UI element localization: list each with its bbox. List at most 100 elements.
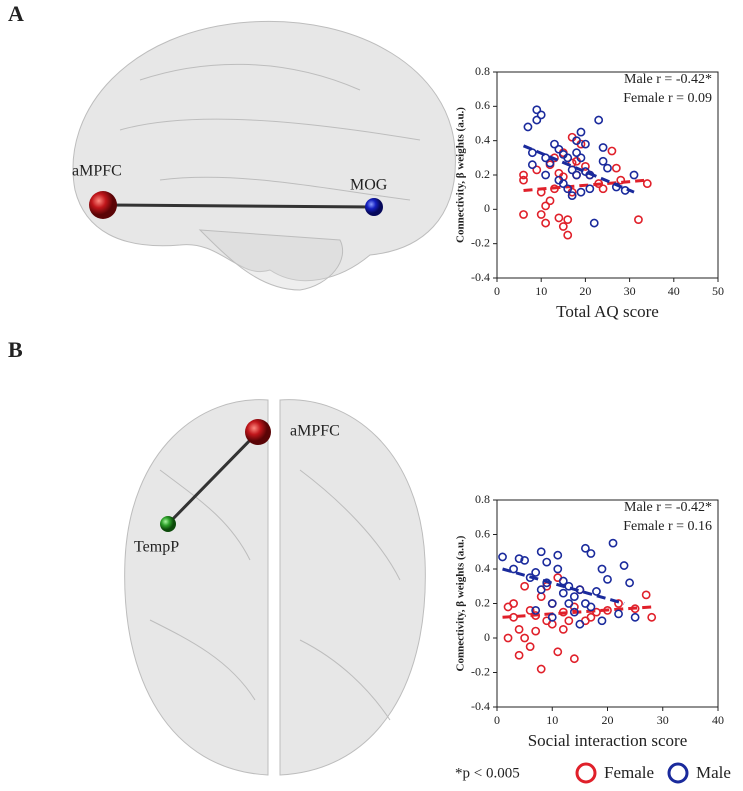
x-tick-label: 30 (657, 713, 669, 727)
trend-line (523, 178, 648, 192)
x-tick-label: 10 (535, 284, 547, 298)
y-tick-label: -0.2 (471, 235, 490, 249)
point (536, 110, 546, 120)
point (547, 612, 557, 622)
legend-label: Male (696, 763, 731, 782)
point (563, 215, 573, 225)
x-axis-label: Social interaction score (528, 731, 688, 750)
point (531, 568, 541, 577)
connection (166, 430, 260, 526)
x-tick-label: 10 (546, 713, 558, 727)
point (586, 549, 596, 558)
point (563, 230, 573, 240)
node (245, 419, 271, 445)
point (503, 633, 513, 643)
point (531, 626, 541, 636)
y-tick-label: 0.6 (475, 98, 490, 112)
annotation: Male r = -0.42* (624, 500, 712, 515)
point (564, 599, 574, 608)
y-axis-label: Connectivity, β weights (a.u.) (455, 107, 467, 243)
point (614, 609, 623, 619)
point (541, 170, 551, 180)
point (586, 612, 596, 622)
point (547, 599, 557, 608)
point (569, 592, 579, 601)
point (550, 139, 559, 149)
y-tick-label: 0 (484, 630, 490, 644)
point (597, 564, 607, 574)
x-tick-label: 0 (494, 284, 500, 298)
point (536, 664, 546, 674)
y-tick-label: 0.8 (475, 492, 490, 506)
point (642, 179, 652, 188)
point (572, 148, 581, 158)
point (575, 619, 585, 629)
point (532, 115, 542, 125)
point (576, 153, 586, 163)
legend-label: Female (604, 763, 654, 782)
node-label: MOG (350, 177, 388, 194)
y-tick-label: 0.2 (475, 595, 490, 609)
point (567, 191, 577, 200)
point (576, 187, 586, 197)
x-tick-label: 50 (712, 284, 724, 298)
annotation: Female r = 0.09 (623, 91, 712, 106)
annotation: Female r = 0.16 (623, 519, 712, 534)
point (532, 165, 542, 175)
point (498, 552, 507, 562)
y-tick-label: -0.4 (471, 270, 490, 284)
y-axis-label: Connectivity, β weights (a.u.) (455, 535, 467, 671)
trend-line (502, 567, 625, 605)
point (536, 210, 546, 219)
point (520, 633, 530, 643)
point (563, 184, 573, 194)
point (592, 587, 601, 596)
point (581, 139, 590, 149)
point (536, 585, 546, 595)
point (519, 210, 528, 219)
point (597, 616, 607, 626)
point (554, 213, 564, 223)
panel-label: B (8, 337, 23, 362)
point (558, 588, 568, 598)
point (614, 599, 623, 608)
point (607, 146, 617, 156)
point (519, 170, 528, 180)
point (531, 606, 541, 615)
point (558, 576, 568, 586)
x-tick-label: 40 (712, 713, 724, 727)
y-tick-label: 0 (484, 201, 490, 215)
point (598, 156, 608, 166)
node (365, 198, 383, 216)
point (519, 175, 528, 185)
trend-line (522, 144, 635, 194)
point (569, 607, 579, 617)
point (581, 162, 590, 171)
point (541, 218, 551, 228)
x-tick-label: 20 (579, 284, 591, 298)
point (564, 581, 574, 591)
point (603, 163, 612, 173)
point (563, 153, 573, 163)
point (514, 624, 524, 634)
x-tick-label: 0 (494, 713, 500, 727)
legend-marker (667, 762, 689, 784)
point (572, 136, 581, 146)
panel-label: A (8, 1, 24, 26)
y-tick-label: 0.4 (475, 132, 490, 146)
point (514, 554, 524, 564)
y-tick-label: 0.2 (475, 167, 490, 181)
point (541, 201, 551, 211)
point (509, 564, 518, 574)
point (647, 612, 657, 622)
point (509, 599, 518, 608)
point (594, 115, 604, 125)
x-tick-label: 40 (668, 284, 680, 298)
point (625, 578, 634, 588)
point (527, 160, 537, 170)
point (581, 543, 590, 553)
x-tick-label: 20 (602, 713, 614, 727)
y-tick-label: -0.2 (471, 664, 490, 678)
